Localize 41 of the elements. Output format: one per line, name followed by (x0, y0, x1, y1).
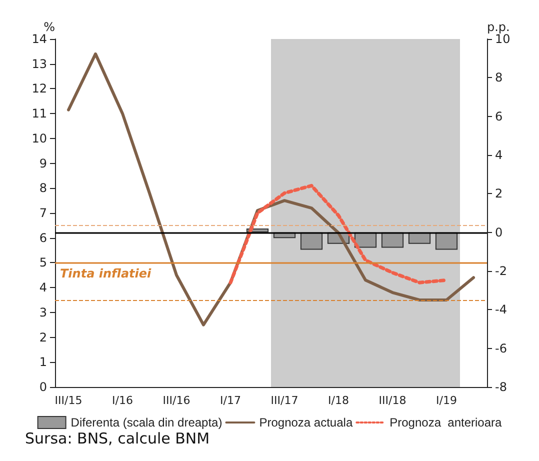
y-tick-label: 5 (39, 256, 47, 270)
y2-tick-label: 2 (495, 186, 503, 201)
x-tick-label: I/18 (328, 394, 349, 407)
y-tick-label: 1 (39, 355, 47, 370)
y2-tick-label: 8 (495, 70, 503, 85)
line-series (228, 184, 448, 284)
x-tick-label: I/16 (112, 394, 133, 407)
y2-tick-label: -8 (495, 380, 507, 394)
y-tick-label: 4 (39, 280, 47, 295)
y2-tick-label: 10 (495, 32, 510, 46)
y2-tick-label: -4 (495, 302, 507, 317)
text: Sursa: BNS, calcule BNM (25, 430, 210, 448)
y2-tick-label: 0 (495, 225, 503, 240)
y-axis-title: % (44, 20, 55, 34)
x-tick-label: III/15 (54, 394, 82, 407)
y-tick-label: 3 (39, 305, 47, 320)
y-tick-label: 0 (39, 380, 47, 394)
y-tick-label: 6 (39, 230, 47, 245)
legend-label: Prognoza actuala (259, 416, 353, 430)
y2-tick-label: 6 (495, 109, 503, 124)
y-tick-label: 9 (39, 156, 47, 170)
y2-axis-title: p.p. (487, 20, 510, 34)
y-tick-label: 12 (32, 82, 47, 96)
x-tick-label: I/17 (220, 394, 241, 407)
y2-tick-label: -6 (495, 341, 507, 356)
y2-tick-label: -2 (495, 264, 507, 278)
x-tick-label: I/19 (436, 394, 457, 407)
legend-label: Diferenta (scala din dreapta) (70, 416, 222, 430)
x-tick-label: III/16 (162, 394, 190, 407)
ref-line-label: Tinta inflatiei (60, 266, 152, 281)
y-tick-label: 7 (39, 206, 47, 220)
y-tick-label: 11 (32, 106, 47, 121)
y-tick-label: 14 (32, 32, 47, 46)
y-tick-label: 10 (32, 131, 47, 146)
y-tick-label: 13 (32, 56, 47, 71)
x-tick-label: III/17 (270, 394, 298, 407)
legend-label: Prognoza anterioara (390, 416, 502, 430)
y-tick-label: 2 (39, 330, 47, 344)
y-tick-label: 8 (39, 181, 47, 196)
y2-tick-label: 4 (495, 148, 503, 162)
x-tick-label: III/18 (378, 394, 406, 407)
